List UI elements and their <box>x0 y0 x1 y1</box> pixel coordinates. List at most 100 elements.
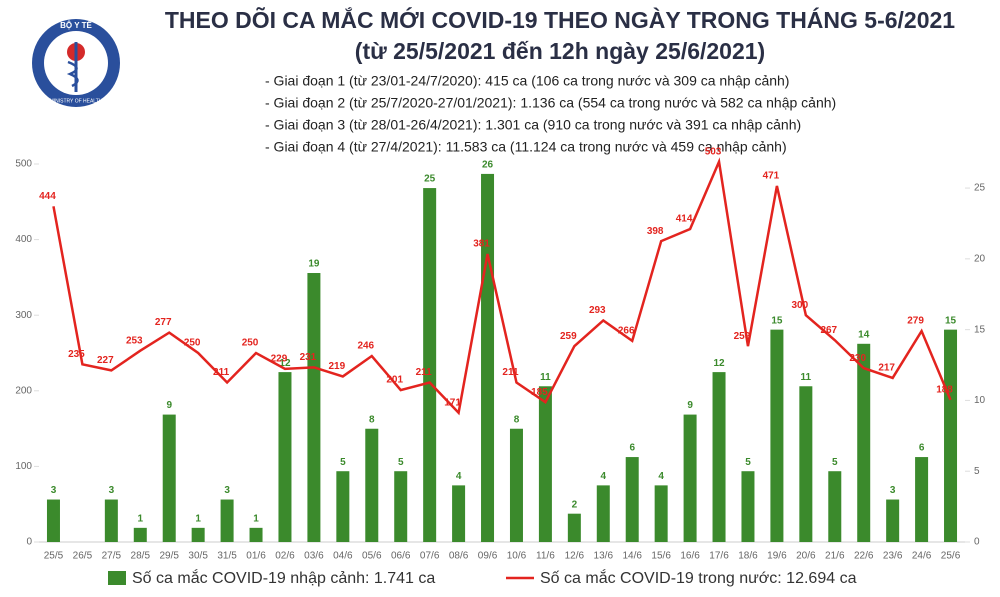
line-value-label: 259 <box>560 331 577 342</box>
bar <box>741 471 755 542</box>
x-tick-label: 29/5 <box>159 551 179 562</box>
note: - Giai đoạn 2 (từ 25/7/2020-27/01/2021):… <box>265 95 836 111</box>
bar-value-label: 11 <box>801 372 812 383</box>
x-tick-label: 17/6 <box>709 551 729 562</box>
line-value-label: 250 <box>184 338 201 349</box>
bar <box>336 471 350 542</box>
logo-snake <box>66 60 79 88</box>
x-tick-label: 06/6 <box>391 551 411 562</box>
logo-top: BỘ Y TẾ <box>60 20 92 30</box>
bar-value-label: 9 <box>687 400 693 411</box>
line-value-label: 277 <box>155 317 172 328</box>
bar-value-label: 8 <box>514 414 520 425</box>
bar-value-label: 8 <box>369 414 375 425</box>
bar-value-label: 5 <box>832 457 838 468</box>
bar <box>944 329 958 542</box>
bar-value-label: 11 <box>540 372 551 383</box>
bar <box>712 372 726 542</box>
line-value-label: 227 <box>97 355 114 366</box>
line-value-label: 185 <box>531 387 548 398</box>
y-tick-label: 300 <box>15 310 32 321</box>
bar <box>538 386 552 542</box>
note: - Giai đoạn 4 (từ 27/4/2021): 11.583 ca … <box>265 139 787 155</box>
y2-tick-label: 20 <box>974 253 986 264</box>
legend-label: Số ca mắc COVID-19 trong nước: 12.694 ca <box>540 568 857 587</box>
line-value-label: 229 <box>271 354 288 365</box>
bar <box>249 527 263 542</box>
line <box>52 157 952 416</box>
bar <box>770 329 784 542</box>
x-tick-label: 11/6 <box>536 551 555 562</box>
line-value-label: 253 <box>126 335 143 346</box>
bar <box>625 457 639 542</box>
y-tick-label: 400 <box>15 234 32 245</box>
line-value-label: 503 <box>705 146 722 157</box>
chart-subtitle: (từ 25/5/2021 đến 12h ngày 25/6/2021) <box>355 38 765 64</box>
x-tick-label: 24/6 <box>912 551 932 562</box>
bar-value-label: 3 <box>109 485 115 496</box>
x-tick-label: 04/6 <box>333 551 353 562</box>
line-value-label: 471 <box>763 171 780 182</box>
x-tick-label: 22/6 <box>854 551 874 562</box>
bar <box>394 471 408 542</box>
bar <box>857 343 871 542</box>
line-value-label: 293 <box>589 305 606 316</box>
bar-value-label: 25 <box>424 174 436 185</box>
line-value-label: 211 <box>416 367 433 378</box>
x-tick-label: 20/6 <box>796 551 816 562</box>
line-value-label: 398 <box>647 226 664 237</box>
x-tick-label: 12/6 <box>565 551 585 562</box>
bar <box>452 485 466 542</box>
x-tick-label: 14/6 <box>622 551 642 562</box>
line-value-label: 259 <box>734 331 751 342</box>
line-value-label: 188 <box>936 385 953 396</box>
x-tick-label: 01/6 <box>246 551 266 562</box>
x-tick-label: 02/6 <box>275 551 295 562</box>
bar-value-label: 14 <box>858 329 870 340</box>
x-tick-label: 21/6 <box>825 551 845 562</box>
y2-tick-label: 10 <box>974 395 986 406</box>
bar <box>567 513 581 542</box>
logo: BỘ Y TẾ MINISTRY OF HEALTH <box>32 19 120 107</box>
bar-value-label: 9 <box>166 400 172 411</box>
line-value-label: 235 <box>68 349 85 360</box>
bar <box>46 499 60 542</box>
x-tick-label: 18/6 <box>738 551 758 562</box>
bar <box>162 414 176 542</box>
line-value-label: 444 <box>39 191 56 202</box>
bar <box>886 499 900 542</box>
note: - Giai đoạn 1 (từ 23/01-24/7/2020): 415 … <box>265 73 789 89</box>
x-tick-label: 10/6 <box>507 551 527 562</box>
y2-tick-label: 5 <box>974 466 980 477</box>
line-value-label: 246 <box>357 341 374 352</box>
bar <box>654 485 668 542</box>
bar <box>278 372 292 542</box>
line-value-label: 414 <box>676 214 693 225</box>
line-value-label: 230 <box>849 353 866 364</box>
x-tick-label: 25/5 <box>44 551 64 562</box>
bar-value-label: 6 <box>629 443 635 454</box>
line-value-label: 171 <box>444 397 461 408</box>
x-tick-label: 07/6 <box>420 551 440 562</box>
x-tick-label: 19/6 <box>767 551 787 562</box>
chart-title: THEO DÕI CA MẮC MỚI COVID-19 THEO NGÀY T… <box>165 6 955 33</box>
bar-value-label: 5 <box>745 457 751 468</box>
bar <box>509 428 523 542</box>
x-tick-label: 28/5 <box>131 551 151 562</box>
bar-value-label: 12 <box>279 358 291 369</box>
x-tick-label: 05/6 <box>362 551 382 562</box>
bar-value-label: 1 <box>253 513 259 524</box>
x-tick-label: 31/5 <box>217 551 237 562</box>
bar <box>365 428 379 542</box>
bar <box>423 188 437 542</box>
x-tick-label: 15/6 <box>651 551 671 562</box>
line-value-label: 211 <box>213 367 230 378</box>
x-tick-label: 09/6 <box>478 551 498 562</box>
bar <box>828 471 842 542</box>
bar <box>683 414 697 542</box>
x-tick-label: 03/6 <box>304 551 324 562</box>
x-tick-label: 27/5 <box>102 551 122 562</box>
note: - Giai đoạn 3 (từ 28/01-26/4/2021): 1.30… <box>265 117 801 133</box>
bar-value-label: 2 <box>572 499 578 510</box>
logo-bottom: MINISTRY OF HEALTH <box>50 98 103 104</box>
